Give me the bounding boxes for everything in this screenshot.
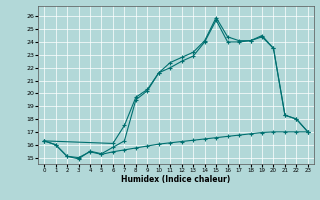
X-axis label: Humidex (Indice chaleur): Humidex (Indice chaleur) — [121, 175, 231, 184]
